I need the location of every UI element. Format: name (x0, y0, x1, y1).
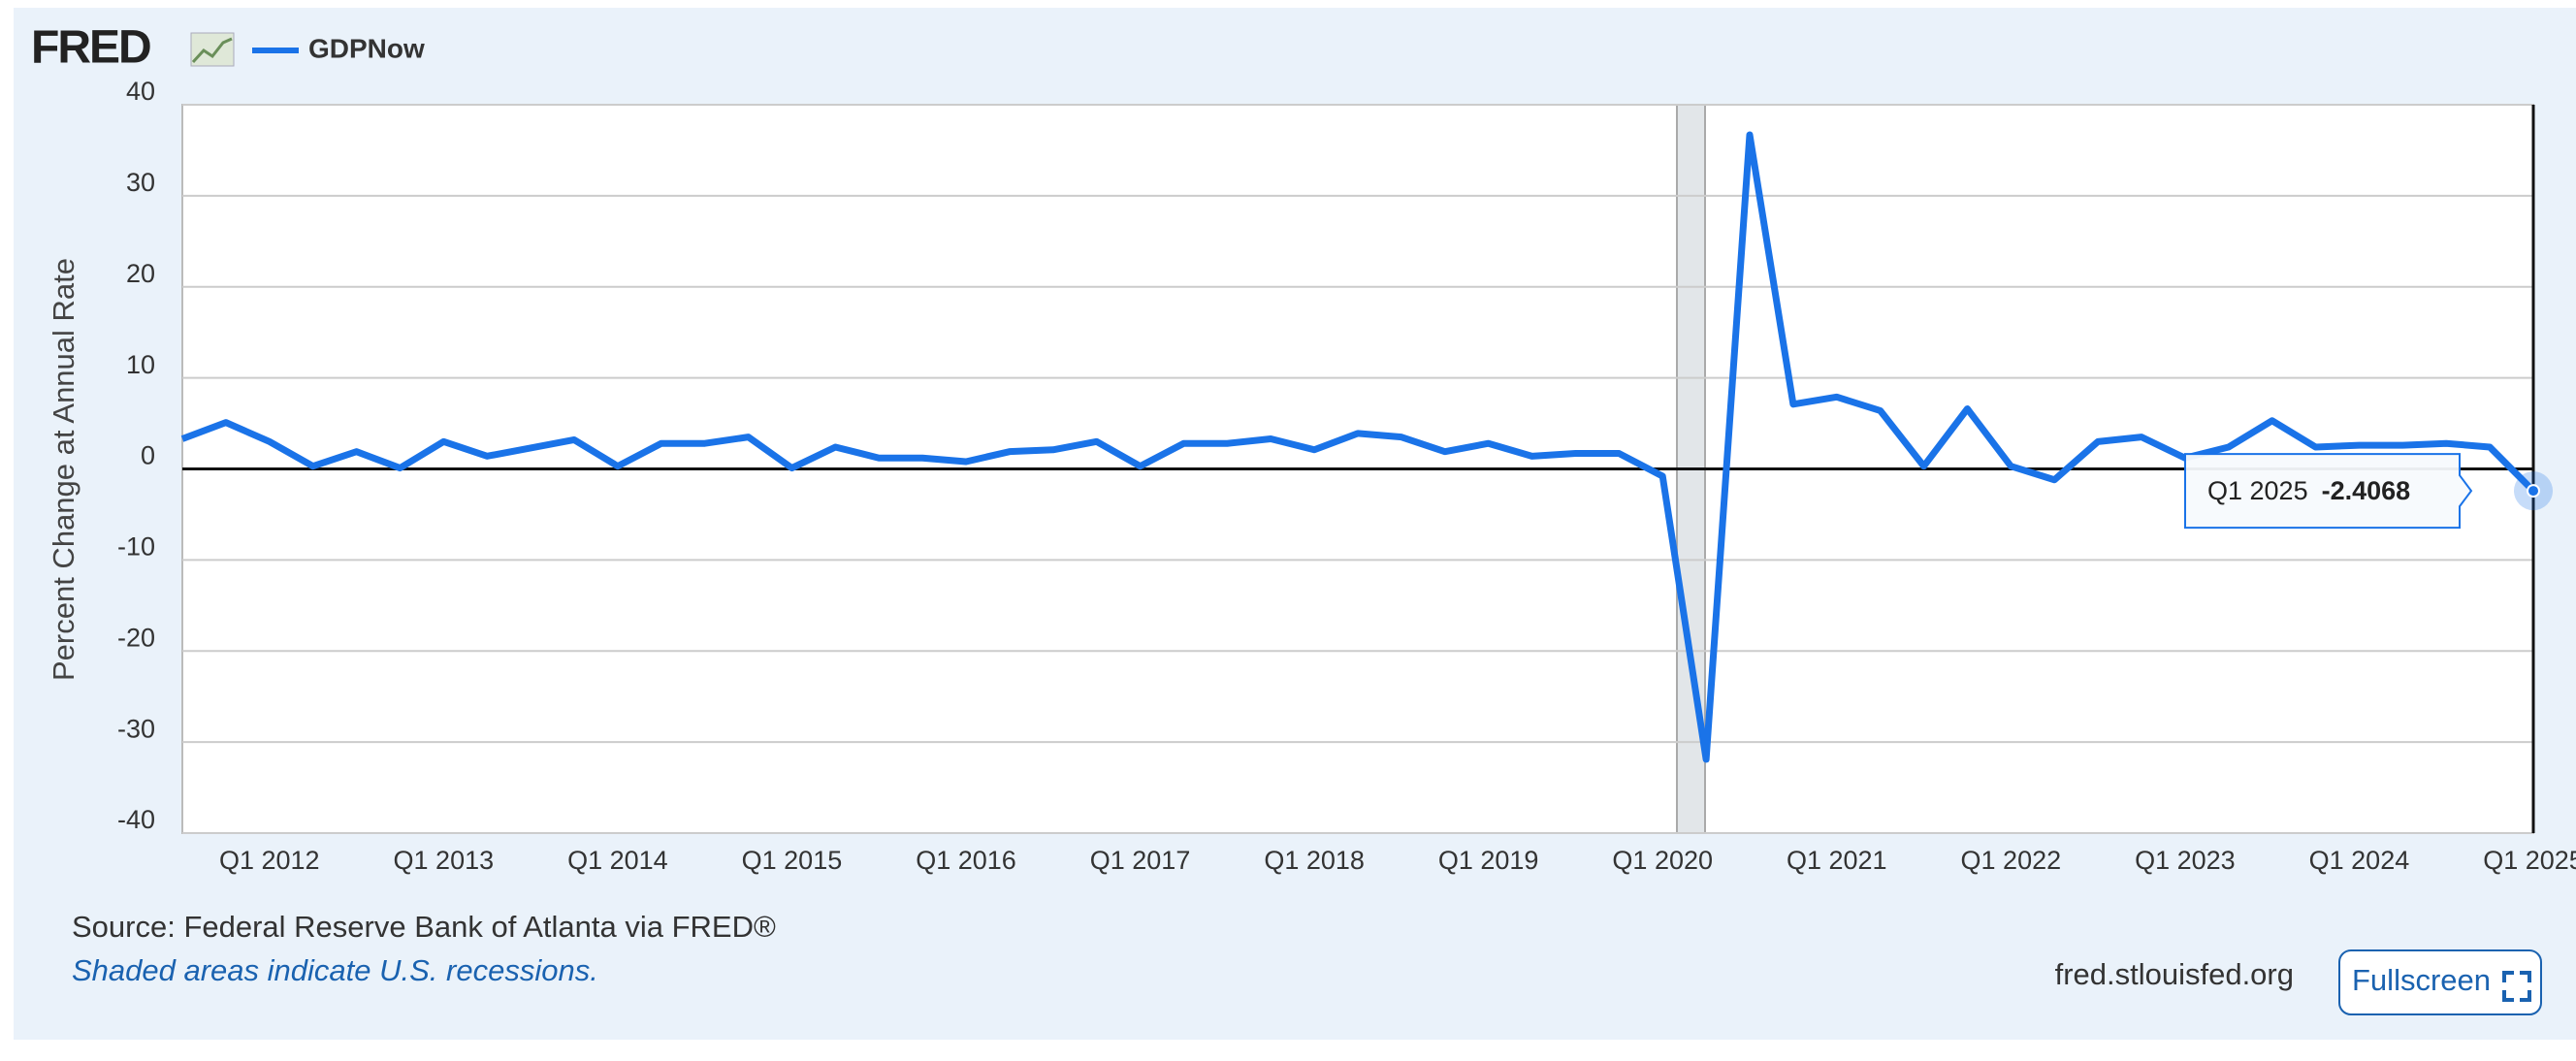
x-tick-label: Q1 2023 (2135, 846, 2236, 875)
note[interactable]: Shaded areas indicate U.S. recessions. (72, 953, 598, 987)
series-line (180, 131, 2536, 763)
x-tick-label: Q1 2021 (1787, 846, 1887, 875)
y-tick-label: 0 (141, 441, 155, 470)
logo-icon (190, 32, 235, 67)
tooltip-category: Q1 2025 (2207, 476, 2308, 505)
x-tick-label: Q1 2015 (742, 846, 843, 875)
y-tick-label: 40 (126, 77, 155, 106)
x-tick-label: Q1 2016 (916, 846, 1016, 875)
fullscreen-label[interactable]: Fullscreen (2352, 963, 2491, 997)
tooltip-value: -2.4068 (2322, 476, 2411, 505)
x-tick-label: Q1 2018 (1264, 846, 1365, 875)
y-tick-label: -20 (117, 623, 155, 652)
x-tick-label: Q1 2014 (567, 846, 668, 875)
site-link[interactable]: fred.stlouisfed.org (2055, 957, 2294, 991)
tooltip-text: Q1 2025 -2.4068 (2207, 476, 2410, 505)
x-tick-label: Q1 2024 (2309, 846, 2410, 875)
x-tick-label: Q1 2012 (219, 846, 320, 875)
x-tick-label: Q1 2025 (2483, 846, 2576, 875)
y-tick-label: 30 (126, 168, 155, 197)
x-tick-label: Q1 2022 (1961, 846, 2062, 875)
tooltip-box (2184, 453, 2473, 530)
x-tick-label: Q1 2020 (1612, 846, 1713, 875)
y-tick-label: -30 (117, 714, 155, 743)
y-axis-label: Percent Change at Annual Rate (47, 258, 80, 681)
legend-label[interactable]: GDPNow (308, 33, 425, 63)
logo: FRED (31, 22, 150, 74)
x-tick-label: Q1 2013 (394, 846, 495, 875)
y-tick-label: -40 (117, 805, 155, 834)
x-tick-label: Q1 2017 (1090, 846, 1191, 875)
y-tick-label: 20 (126, 259, 155, 288)
hover-point (2527, 484, 2540, 498)
x-tick-label: Q1 2019 (1438, 846, 1539, 875)
source: Source: Federal Reserve Bank of Atlanta … (72, 910, 776, 944)
fullscreen-button[interactable]: Fullscreen (2338, 949, 2542, 1015)
tooltip: Q1 2025 -2.4068 (2184, 453, 2473, 530)
y-tick-label: -10 (117, 532, 155, 562)
y-tick-label: 10 (126, 350, 155, 379)
